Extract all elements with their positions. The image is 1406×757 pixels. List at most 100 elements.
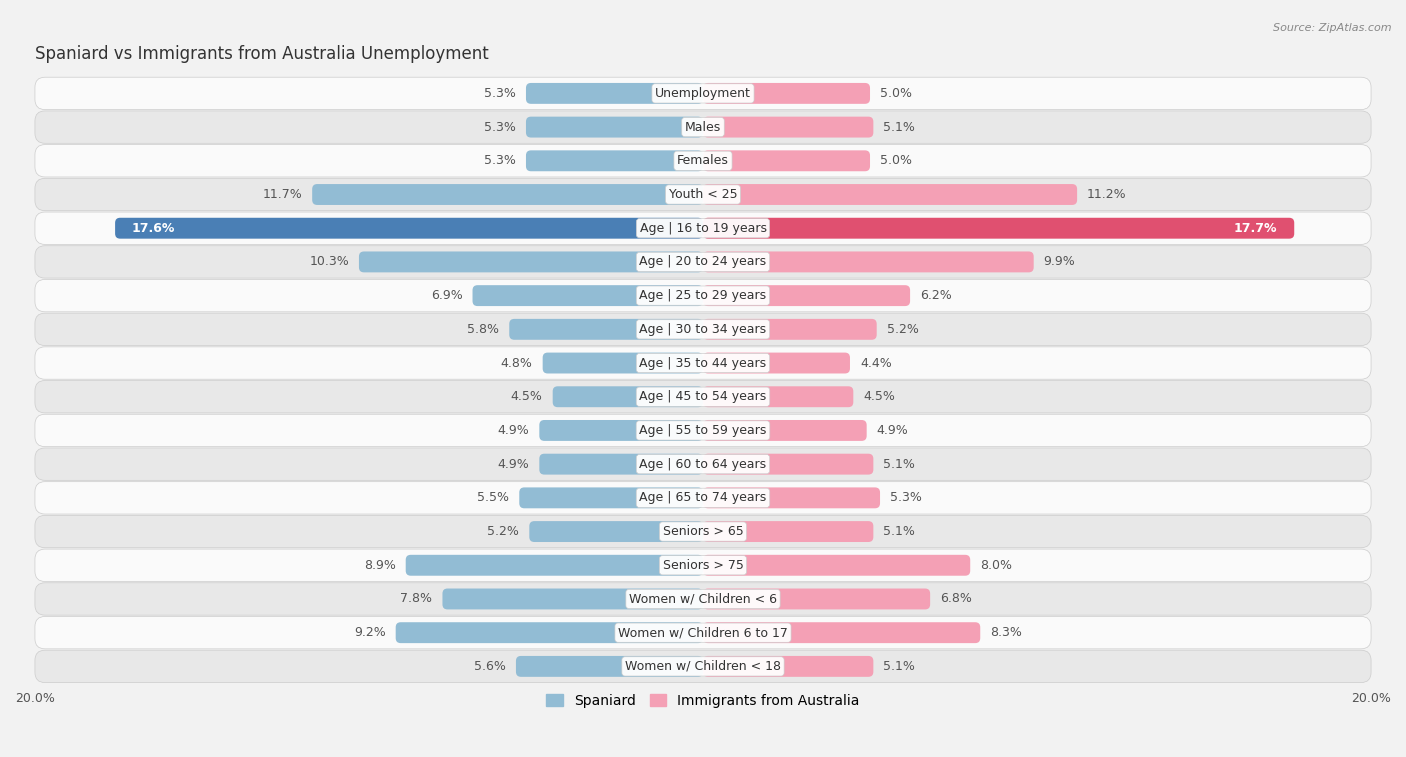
Text: Age | 55 to 59 years: Age | 55 to 59 years (640, 424, 766, 437)
Text: Age | 30 to 34 years: Age | 30 to 34 years (640, 322, 766, 336)
FancyBboxPatch shape (35, 481, 1371, 514)
FancyBboxPatch shape (35, 381, 1371, 413)
Text: 7.8%: 7.8% (401, 593, 433, 606)
Text: 8.0%: 8.0% (980, 559, 1012, 572)
FancyBboxPatch shape (543, 353, 703, 373)
FancyBboxPatch shape (35, 246, 1371, 278)
FancyBboxPatch shape (703, 521, 873, 542)
Text: Age | 35 to 44 years: Age | 35 to 44 years (640, 357, 766, 369)
FancyBboxPatch shape (703, 386, 853, 407)
FancyBboxPatch shape (526, 117, 703, 138)
FancyBboxPatch shape (35, 448, 1371, 481)
FancyBboxPatch shape (540, 453, 703, 475)
Text: 5.1%: 5.1% (883, 120, 915, 133)
Text: Seniors > 65: Seniors > 65 (662, 525, 744, 538)
FancyBboxPatch shape (703, 488, 880, 508)
FancyBboxPatch shape (35, 650, 1371, 683)
FancyBboxPatch shape (703, 353, 851, 373)
Text: Males: Males (685, 120, 721, 133)
FancyBboxPatch shape (35, 111, 1371, 143)
FancyBboxPatch shape (359, 251, 703, 273)
FancyBboxPatch shape (703, 588, 931, 609)
Text: Age | 25 to 29 years: Age | 25 to 29 years (640, 289, 766, 302)
Text: 5.2%: 5.2% (887, 322, 918, 336)
Text: 5.0%: 5.0% (880, 154, 912, 167)
Text: 5.5%: 5.5% (477, 491, 509, 504)
FancyBboxPatch shape (115, 218, 703, 238)
FancyBboxPatch shape (35, 549, 1371, 581)
Text: 11.2%: 11.2% (1087, 188, 1126, 201)
Text: 4.4%: 4.4% (860, 357, 891, 369)
Text: Age | 60 to 64 years: Age | 60 to 64 years (640, 458, 766, 471)
FancyBboxPatch shape (35, 347, 1371, 379)
Text: 17.6%: 17.6% (132, 222, 176, 235)
Text: Women w/ Children < 6: Women w/ Children < 6 (628, 593, 778, 606)
Text: 9.2%: 9.2% (354, 626, 385, 639)
Text: 11.7%: 11.7% (263, 188, 302, 201)
Text: Unemployment: Unemployment (655, 87, 751, 100)
Text: 6.2%: 6.2% (920, 289, 952, 302)
FancyBboxPatch shape (703, 83, 870, 104)
FancyBboxPatch shape (703, 319, 877, 340)
Text: 8.9%: 8.9% (364, 559, 395, 572)
FancyBboxPatch shape (703, 453, 873, 475)
Text: 5.3%: 5.3% (890, 491, 922, 504)
Text: 5.3%: 5.3% (484, 154, 516, 167)
Text: 4.5%: 4.5% (510, 391, 543, 403)
Text: Youth < 25: Youth < 25 (669, 188, 737, 201)
Text: Females: Females (678, 154, 728, 167)
FancyBboxPatch shape (703, 218, 1295, 238)
FancyBboxPatch shape (312, 184, 703, 205)
Text: 6.9%: 6.9% (430, 289, 463, 302)
Text: Women w/ Children 6 to 17: Women w/ Children 6 to 17 (619, 626, 787, 639)
FancyBboxPatch shape (540, 420, 703, 441)
FancyBboxPatch shape (35, 279, 1371, 312)
FancyBboxPatch shape (35, 179, 1371, 210)
Text: Spaniard vs Immigrants from Australia Unemployment: Spaniard vs Immigrants from Australia Un… (35, 45, 489, 64)
Text: 4.9%: 4.9% (498, 424, 529, 437)
Text: 5.0%: 5.0% (880, 87, 912, 100)
Text: 5.2%: 5.2% (488, 525, 519, 538)
Text: 5.8%: 5.8% (467, 322, 499, 336)
FancyBboxPatch shape (703, 184, 1077, 205)
Text: 5.3%: 5.3% (484, 120, 516, 133)
FancyBboxPatch shape (526, 151, 703, 171)
FancyBboxPatch shape (703, 420, 866, 441)
FancyBboxPatch shape (472, 285, 703, 306)
Legend: Spaniard, Immigrants from Australia: Spaniard, Immigrants from Australia (540, 688, 866, 713)
FancyBboxPatch shape (35, 313, 1371, 345)
FancyBboxPatch shape (703, 285, 910, 306)
FancyBboxPatch shape (703, 656, 873, 677)
FancyBboxPatch shape (443, 588, 703, 609)
Text: Age | 16 to 19 years: Age | 16 to 19 years (640, 222, 766, 235)
Text: 5.6%: 5.6% (474, 660, 506, 673)
Text: 5.3%: 5.3% (484, 87, 516, 100)
FancyBboxPatch shape (703, 622, 980, 643)
FancyBboxPatch shape (35, 145, 1371, 177)
FancyBboxPatch shape (35, 616, 1371, 649)
Text: 9.9%: 9.9% (1043, 255, 1076, 269)
FancyBboxPatch shape (406, 555, 703, 576)
FancyBboxPatch shape (703, 151, 870, 171)
Text: Seniors > 75: Seniors > 75 (662, 559, 744, 572)
Text: 5.1%: 5.1% (883, 525, 915, 538)
Text: 8.3%: 8.3% (990, 626, 1022, 639)
Text: Women w/ Children < 18: Women w/ Children < 18 (626, 660, 780, 673)
Text: 6.8%: 6.8% (941, 593, 972, 606)
Text: 5.1%: 5.1% (883, 458, 915, 471)
FancyBboxPatch shape (35, 516, 1371, 548)
FancyBboxPatch shape (703, 555, 970, 576)
FancyBboxPatch shape (526, 83, 703, 104)
Text: 4.9%: 4.9% (877, 424, 908, 437)
Text: Age | 20 to 24 years: Age | 20 to 24 years (640, 255, 766, 269)
FancyBboxPatch shape (553, 386, 703, 407)
Text: Source: ZipAtlas.com: Source: ZipAtlas.com (1274, 23, 1392, 33)
FancyBboxPatch shape (35, 77, 1371, 110)
FancyBboxPatch shape (516, 656, 703, 677)
FancyBboxPatch shape (35, 212, 1371, 245)
Text: 10.3%: 10.3% (309, 255, 349, 269)
Text: 17.7%: 17.7% (1234, 222, 1278, 235)
Text: Age | 45 to 54 years: Age | 45 to 54 years (640, 391, 766, 403)
Text: 4.8%: 4.8% (501, 357, 533, 369)
FancyBboxPatch shape (35, 414, 1371, 447)
